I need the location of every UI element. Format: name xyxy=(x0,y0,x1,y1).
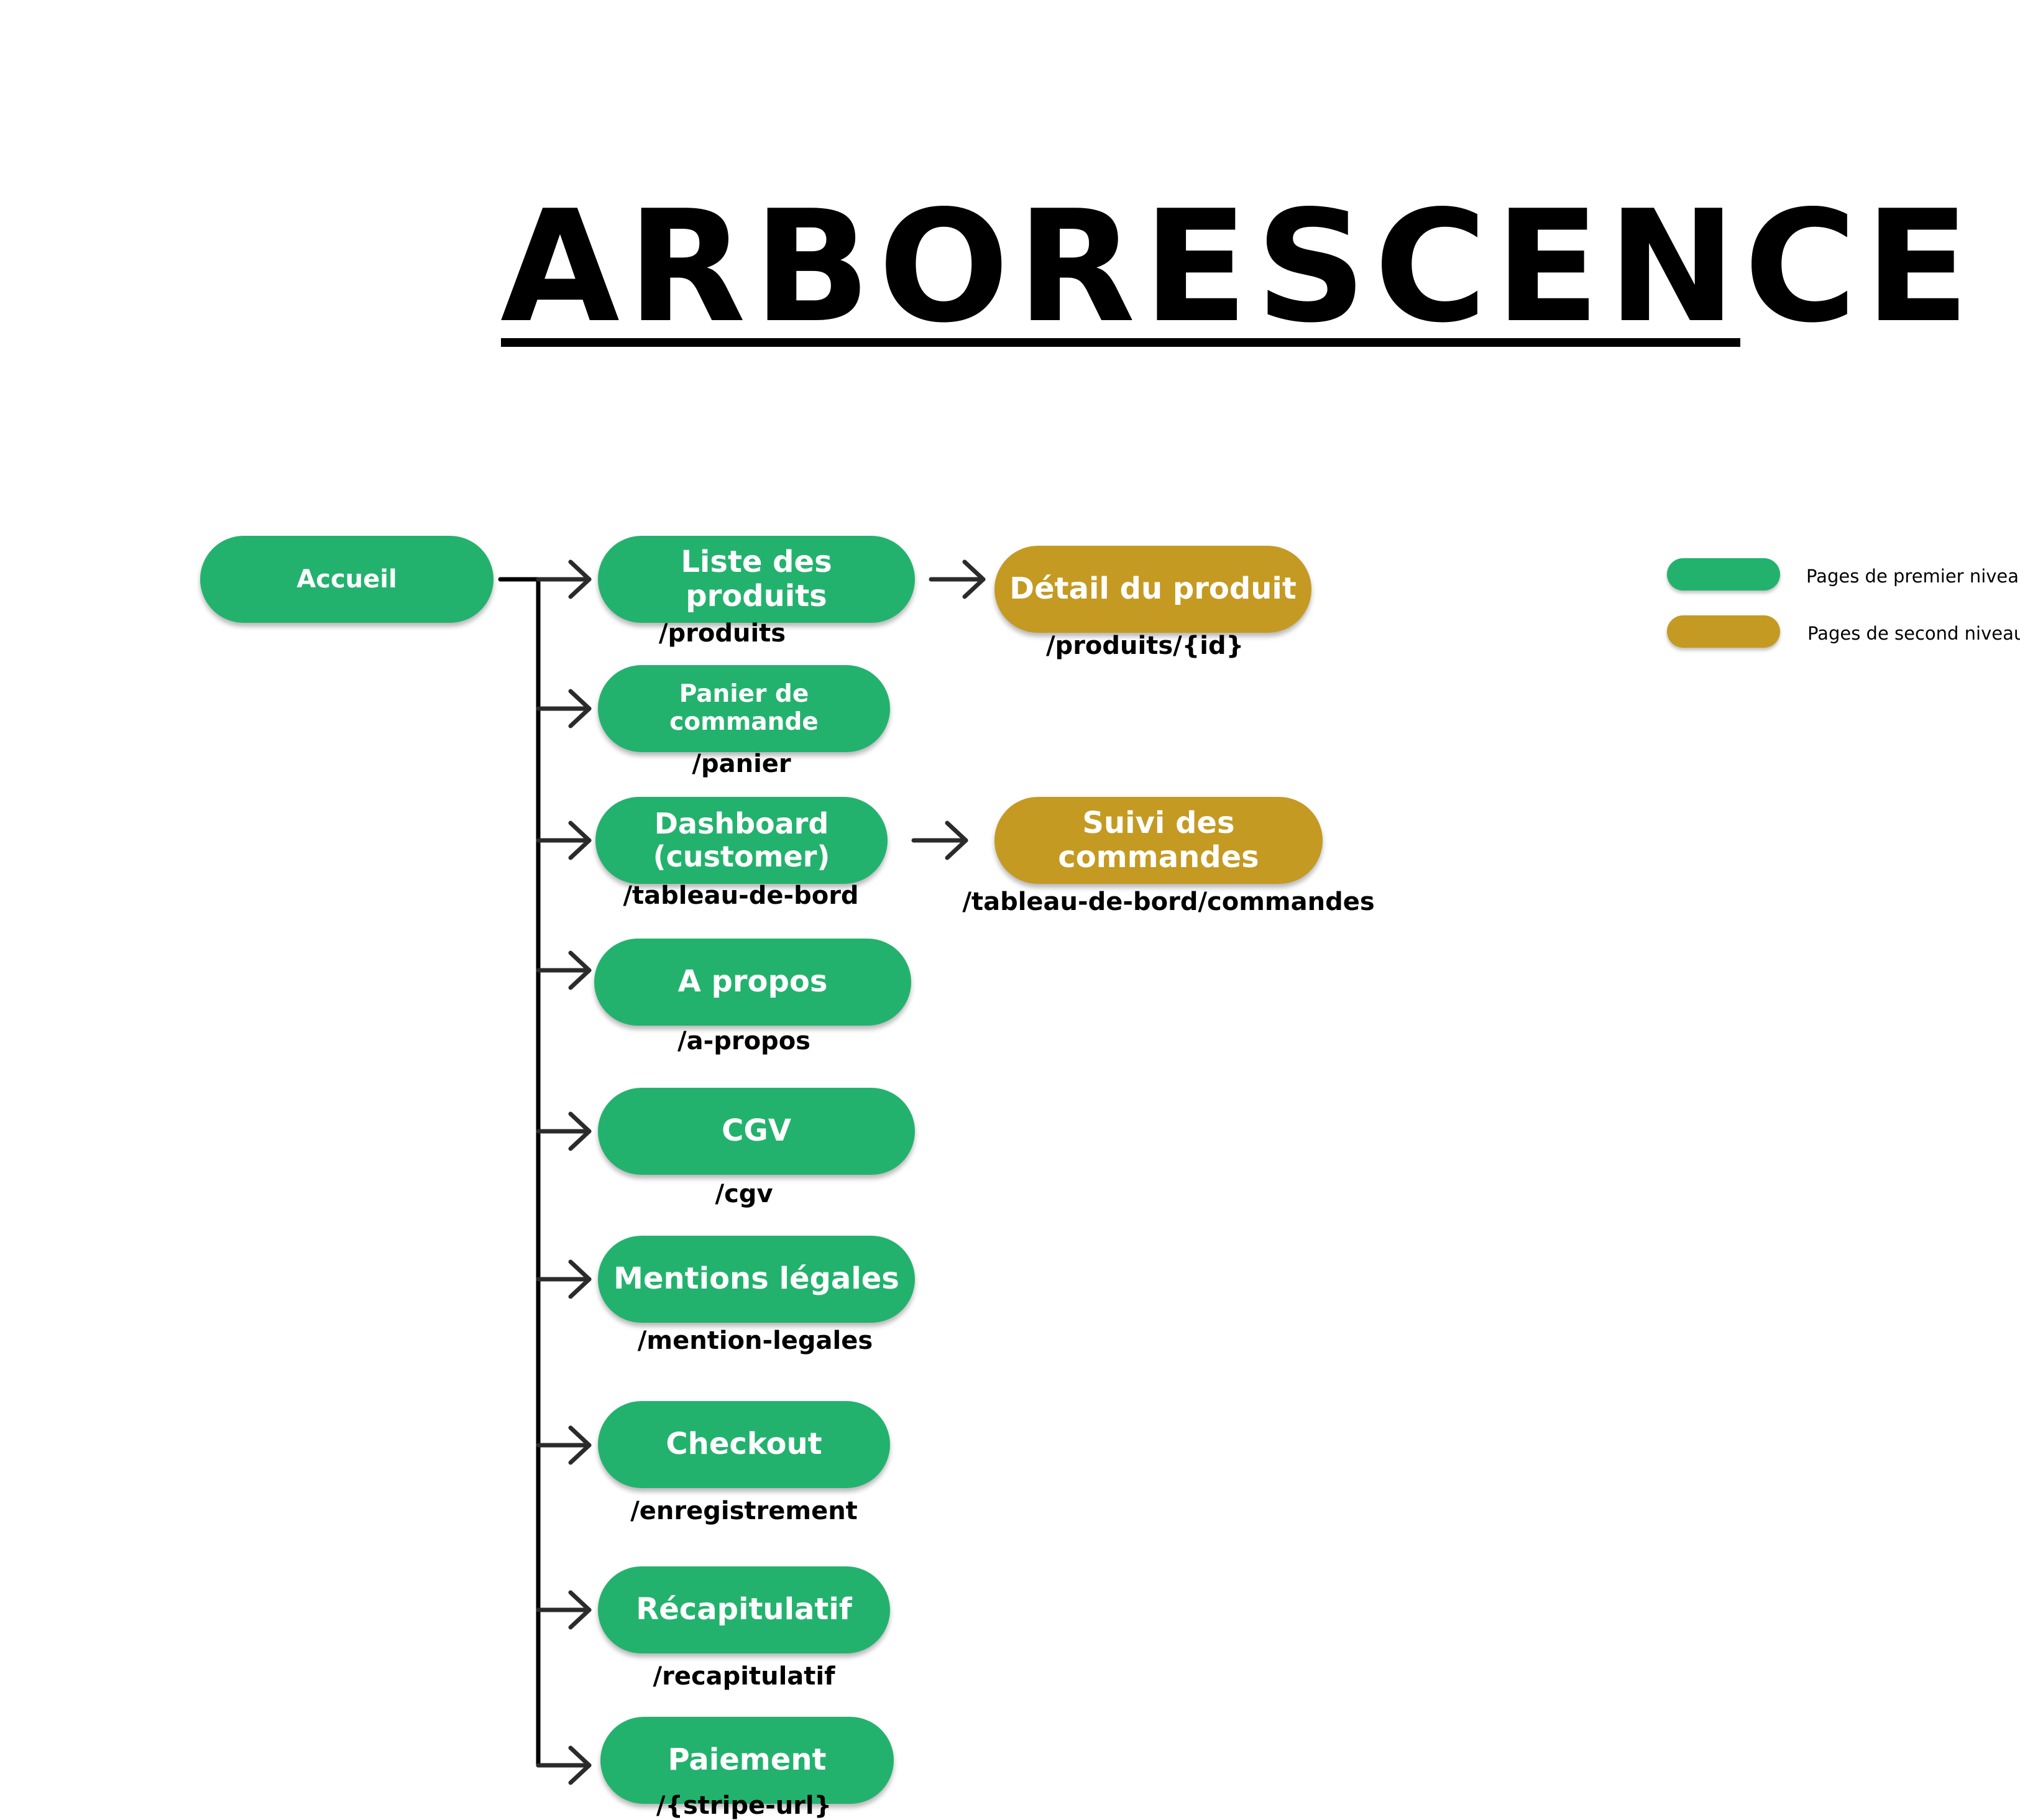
node-mentions-legales: Mentions légales xyxy=(598,1236,915,1323)
legend-label-first-level: Pages de premier niveau xyxy=(1806,566,2020,587)
arrow-a-propos xyxy=(536,950,592,990)
route-label: /panier xyxy=(692,750,791,778)
arrow-mentions xyxy=(536,1259,592,1299)
node-label: Panier de commande xyxy=(669,680,819,736)
route-label: /produits xyxy=(658,619,786,648)
node-recapitulatif: Récapitulatif xyxy=(598,1566,890,1653)
legend-label-second-level: Pages de second niveau xyxy=(1807,623,2020,644)
node-panier-de-commande: Panier de commande xyxy=(598,665,890,752)
route-label: /enregistrement xyxy=(630,1497,858,1525)
node-dashboard: Dashboard (customer) xyxy=(595,797,888,884)
node-label: Suivi des commandes xyxy=(1058,805,1259,875)
node-accueil-label: Accueil xyxy=(296,565,397,594)
node-label: Checkout xyxy=(666,1427,822,1462)
node-label: Détail du produit xyxy=(1009,571,1297,607)
route-label: /mention-legales xyxy=(637,1326,873,1355)
node-label: CGV xyxy=(722,1113,791,1149)
node-label: A propos xyxy=(677,964,828,1000)
legend-swatch-second-level xyxy=(1667,615,1780,648)
arrow-cgv xyxy=(536,1111,592,1151)
route-label: /cgv xyxy=(715,1180,773,1208)
node-label: Liste des produits xyxy=(681,544,832,614)
arrow-suivi-commandes xyxy=(911,820,968,860)
node-suivi-des-commandes: Suivi des commandes xyxy=(994,797,1323,884)
arrow-detail-produit xyxy=(929,559,986,599)
node-liste-des-produits: Liste des produits xyxy=(598,536,915,623)
arrow-checkout xyxy=(536,1425,592,1465)
node-label: Récapitulatif xyxy=(636,1592,852,1627)
node-a-propos: A propos xyxy=(594,939,911,1026)
arrow-recapitulatif xyxy=(536,1590,592,1630)
node-label: Mentions légales xyxy=(613,1261,899,1297)
title-underline xyxy=(501,338,1740,347)
node-label: Dashboard (customer) xyxy=(653,807,830,873)
node-checkout: Checkout xyxy=(598,1401,890,1488)
node-detail-du-produit: Détail du produit xyxy=(994,546,1311,633)
route-label: /tableau-de-bord/commandes xyxy=(962,888,1375,916)
legend-swatch-first-level xyxy=(1667,558,1780,591)
node-paiement: Paiement xyxy=(600,1717,894,1804)
node-cgv: CGV xyxy=(598,1088,915,1175)
arrow-liste-des-produits xyxy=(536,559,592,599)
route-label: /produits/{id} xyxy=(1045,632,1244,660)
arrow-paiement xyxy=(536,1745,592,1785)
node-label: Paiement xyxy=(668,1742,827,1778)
route-label: /tableau-de-bord xyxy=(623,881,859,910)
arrow-panier xyxy=(536,689,592,728)
route-label: /{stripe-url} xyxy=(656,1791,832,1820)
diagram-title: ARBORESCENCE xyxy=(500,178,1978,357)
node-accueil: Accueil xyxy=(200,536,494,623)
route-label: /a-propos xyxy=(677,1027,810,1055)
arrow-dashboard xyxy=(536,820,592,860)
route-label: /recapitulatif xyxy=(653,1662,835,1691)
